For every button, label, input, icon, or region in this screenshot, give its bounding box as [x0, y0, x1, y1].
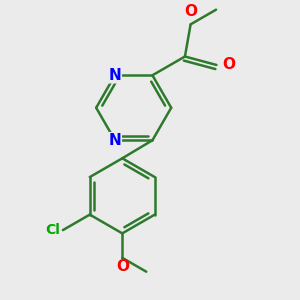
- Text: O: O: [116, 260, 129, 274]
- Text: O: O: [222, 57, 235, 72]
- Text: O: O: [184, 4, 197, 20]
- Text: Cl: Cl: [45, 223, 60, 237]
- Text: N: N: [109, 68, 121, 83]
- Text: N: N: [109, 133, 121, 148]
